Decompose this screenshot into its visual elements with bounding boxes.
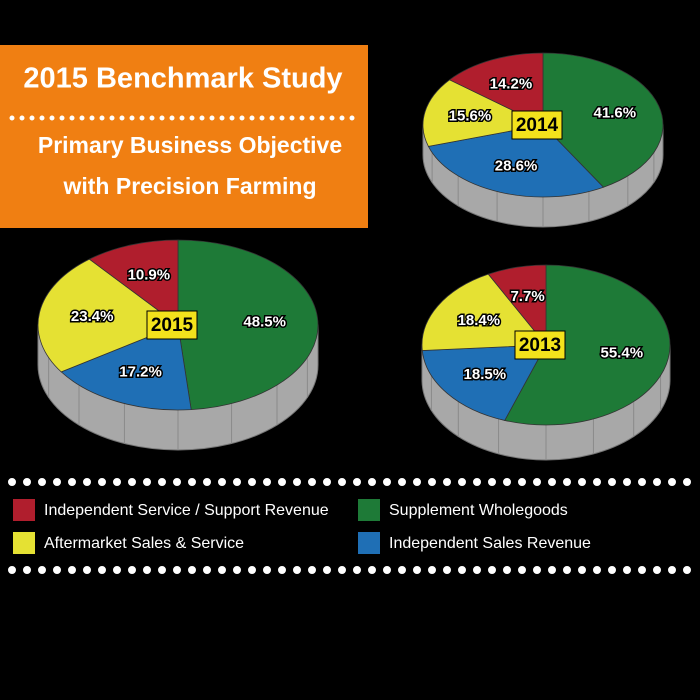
legend-swatch <box>13 499 35 521</box>
value-label: 15.6% <box>449 108 492 125</box>
pie-slice <box>421 344 547 421</box>
header-title: 2015 Benchmark Study <box>23 63 342 95</box>
legend-swatch <box>358 532 380 554</box>
value-label: 48.5% <box>243 313 286 330</box>
pie-slice <box>542 52 664 188</box>
pie-slice <box>427 124 605 198</box>
legend-swatch <box>358 499 380 521</box>
year-box <box>514 330 566 360</box>
value-label: 55.4% <box>601 344 644 361</box>
legend-swatch <box>13 532 35 554</box>
value-label: 18.5% <box>464 366 507 383</box>
year-label: 2014 <box>516 115 559 136</box>
header-box <box>0 45 368 228</box>
value-label: 14.2% <box>490 76 533 93</box>
pie-slice <box>37 258 179 373</box>
pie-slice <box>448 52 544 126</box>
year-label: 2015 <box>151 315 194 336</box>
value-label: 17.2% <box>119 364 162 381</box>
header-subtitle: with Precision Farming <box>62 173 316 199</box>
legend-label: Supplement Wholegoods <box>389 502 568 519</box>
header-subtitle: Primary Business Objective <box>38 132 342 158</box>
pie-slice <box>177 239 319 411</box>
value-label: 23.4% <box>71 308 114 325</box>
year-box <box>511 110 563 140</box>
value-label: 41.6% <box>594 104 637 121</box>
year-box <box>146 310 198 340</box>
value-label: 10.9% <box>128 266 171 283</box>
pie-slice <box>88 239 179 326</box>
legend-label: Aftermarket Sales & Service <box>44 535 244 552</box>
value-label: 7.7% <box>510 288 544 305</box>
pie-slice <box>60 324 192 411</box>
value-label: 28.6% <box>495 158 538 175</box>
legend-label: Independent Sales Revenue <box>389 535 591 552</box>
pie-slice <box>487 264 547 347</box>
legend-label: Independent Service / Support Revenue <box>44 502 329 519</box>
year-label: 2013 <box>519 335 561 356</box>
value-label: 18.4% <box>458 312 501 329</box>
